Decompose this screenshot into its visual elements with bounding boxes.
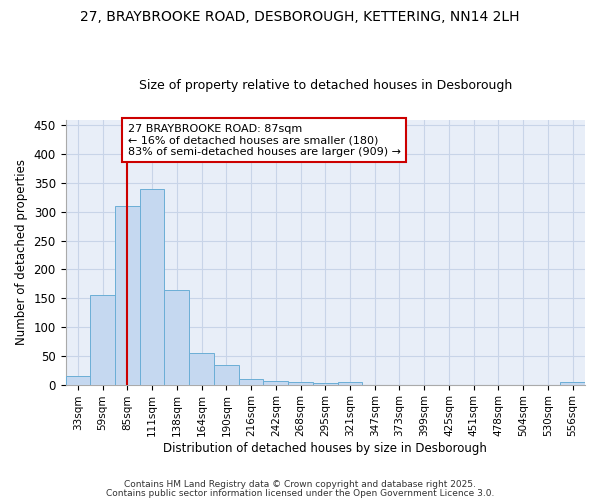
X-axis label: Distribution of detached houses by size in Desborough: Distribution of detached houses by size …: [163, 442, 487, 455]
Bar: [214, 365, 239, 384]
Bar: [313, 383, 338, 384]
Text: 27, BRAYBROOKE ROAD, DESBOROUGH, KETTERING, NN14 2LH: 27, BRAYBROOKE ROAD, DESBOROUGH, KETTERI…: [80, 10, 520, 24]
Bar: [115, 206, 140, 384]
Text: Contains HM Land Registry data © Crown copyright and database right 2025.: Contains HM Land Registry data © Crown c…: [124, 480, 476, 489]
Y-axis label: Number of detached properties: Number of detached properties: [15, 159, 28, 345]
Bar: [164, 290, 189, 384]
Bar: [65, 376, 90, 384]
Title: Size of property relative to detached houses in Desborough: Size of property relative to detached ho…: [139, 79, 512, 92]
Bar: [338, 382, 362, 384]
Bar: [189, 353, 214, 384]
Bar: [263, 380, 288, 384]
Bar: [560, 382, 585, 384]
Bar: [90, 296, 115, 384]
Bar: [140, 188, 164, 384]
Bar: [288, 382, 313, 384]
Bar: [239, 379, 263, 384]
Text: 27 BRAYBROOKE ROAD: 87sqm
← 16% of detached houses are smaller (180)
83% of semi: 27 BRAYBROOKE ROAD: 87sqm ← 16% of detac…: [128, 124, 401, 156]
Text: Contains public sector information licensed under the Open Government Licence 3.: Contains public sector information licen…: [106, 488, 494, 498]
